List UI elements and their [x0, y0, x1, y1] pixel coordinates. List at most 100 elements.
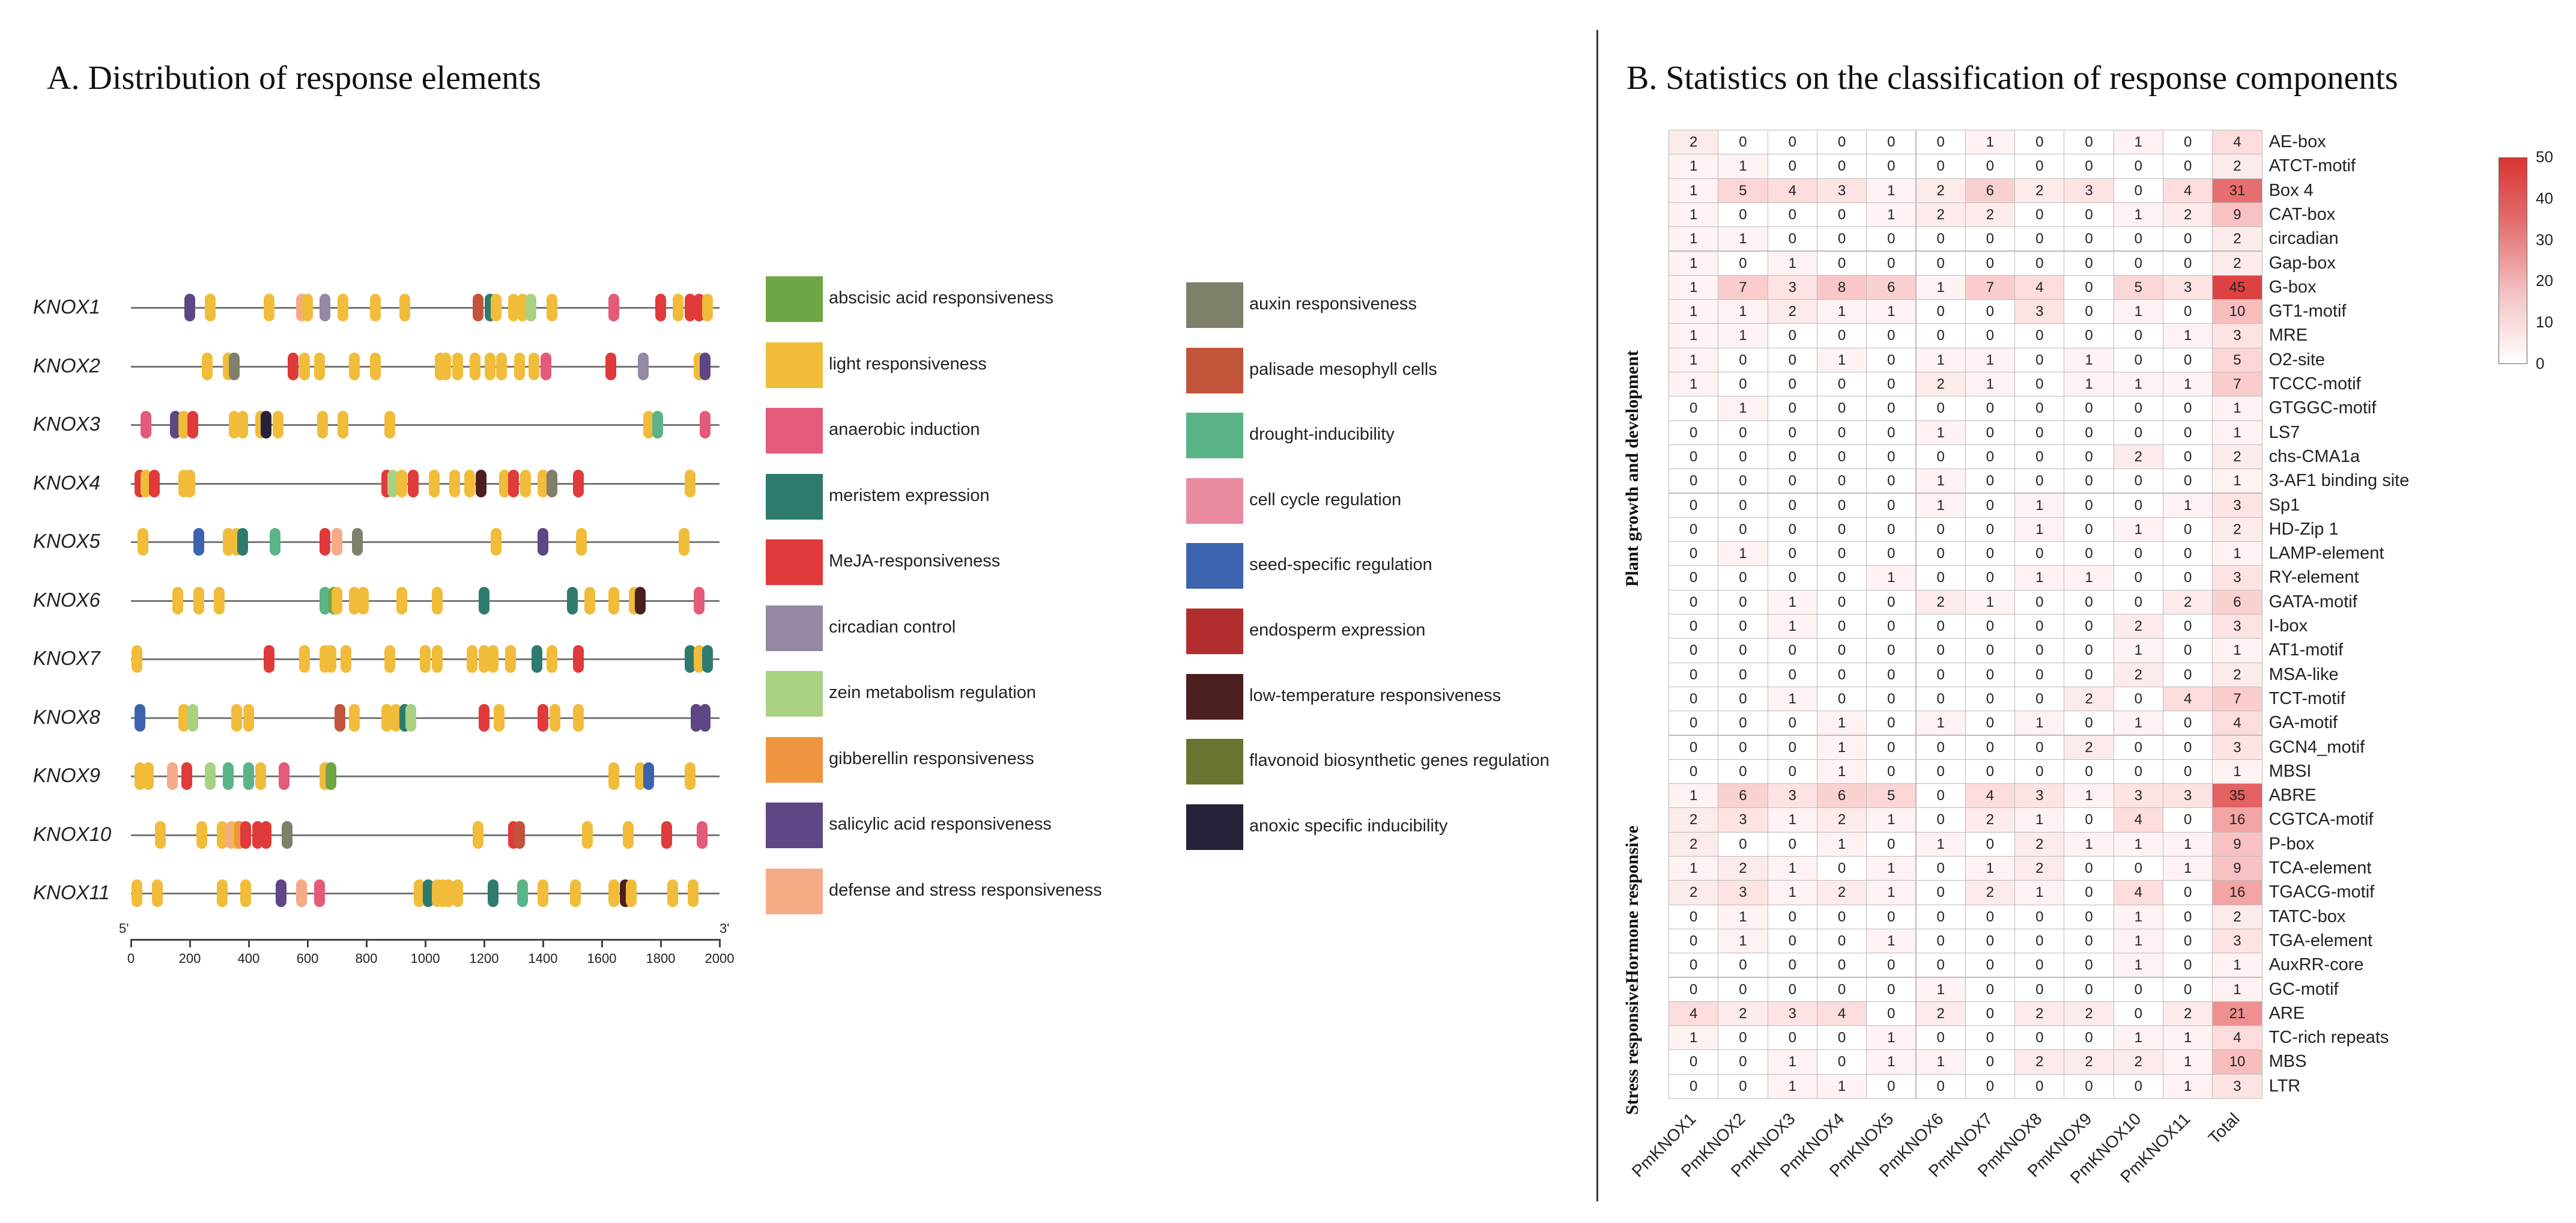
heatmap-cell: 6 — [1965, 178, 2016, 203]
colorbar-tick-label: 20 — [2536, 272, 2553, 290]
heatmap-cell: 1 — [2163, 831, 2213, 857]
heatmap-cell: 6 — [1816, 783, 1867, 809]
heatmap-cell: 1 — [1668, 299, 1719, 324]
element-light — [679, 528, 690, 556]
heatmap-cell: 0 — [2163, 638, 2213, 663]
heatmap-cell: 1 — [1816, 347, 1867, 372]
heatmap-cell: 0 — [1767, 469, 1817, 494]
axis-tick — [601, 939, 603, 947]
heatmap-cell: 0 — [1866, 154, 1917, 179]
heatmap-cell: 1 — [2212, 541, 2262, 566]
element-meristem — [487, 879, 499, 907]
heatmap-cell: 1 — [1668, 250, 1719, 276]
element-meja — [252, 821, 263, 849]
heatmap-cell: 0 — [1718, 1073, 1768, 1099]
heatmap-cell: 0 — [1767, 517, 1817, 542]
heatmap-cell: 0 — [2014, 541, 2065, 566]
heatmap-cell: 0 — [2163, 396, 2213, 421]
heatmap-cell: 2 — [2113, 444, 2163, 470]
element-light — [484, 352, 496, 380]
heatmap-cell: 3 — [1816, 178, 1867, 203]
heatmap-row-label: Gap-box — [2268, 253, 2336, 273]
heatmap-cell: 2 — [1668, 130, 1719, 155]
heatmap-cell: 0 — [1866, 686, 1917, 712]
heatmap-cell: 0 — [2113, 565, 2163, 590]
heatmap-cell: 7 — [2212, 372, 2262, 397]
heatmap-cell: 0 — [1816, 953, 1867, 978]
heatmap-cell: 0 — [2014, 250, 2065, 276]
heatmap-cell: 0 — [2014, 904, 2065, 929]
heatmap-cell: 9 — [2212, 831, 2262, 857]
element-light — [449, 469, 460, 497]
heatmap-cell: 6 — [2212, 589, 2262, 615]
element-light — [340, 645, 351, 673]
heatmap-cell: 1 — [1668, 226, 1719, 252]
element-anaerobic — [278, 762, 289, 790]
legend-label: light responsiveness — [829, 354, 987, 374]
element-meja — [240, 821, 252, 849]
heatmap-cell: 1 — [2113, 372, 2163, 397]
element-lowtemp — [634, 586, 646, 615]
heatmap-colorbar — [2499, 157, 2527, 364]
heatmap-row-label: GT1-motif — [2268, 302, 2347, 321]
heatmap-cell: 0 — [2113, 735, 2163, 760]
colorbar-tick-label: 0 — [2536, 354, 2545, 372]
heatmap-cell: 0 — [1816, 662, 1867, 687]
heatmap-cell: 1 — [2113, 202, 2163, 228]
heatmap-group-label: Stress responsive — [1622, 984, 1642, 1115]
heatmap-cell: 2 — [2163, 202, 2213, 228]
element-light — [231, 703, 243, 732]
heatmap-cell: 0 — [2064, 226, 2114, 252]
heatmap-cell: 0 — [1915, 250, 1966, 276]
heatmap-cell: 0 — [1965, 226, 2016, 252]
heatmap-cell: 1 — [1866, 202, 1917, 228]
element-meja — [149, 469, 160, 497]
heatmap-cell: 1 — [2113, 130, 2163, 155]
heatmap-cell: 0 — [1866, 977, 1917, 1002]
heatmap-row-label: TCA-element — [2268, 858, 2372, 878]
heatmap-cell: 1 — [2014, 880, 2065, 905]
heatmap-cell: 2 — [1915, 372, 1966, 397]
legend-label: defense and stress responsiveness — [829, 880, 1102, 900]
heatmap-cell: 0 — [2014, 154, 2065, 179]
element-anaerobic — [696, 821, 708, 849]
heatmap-cell: 0 — [1866, 831, 1917, 857]
element-meja — [408, 469, 419, 497]
heatmap-cell: 0 — [1816, 686, 1867, 712]
heatmap-cell: 0 — [1866, 226, 1917, 252]
element-meja — [538, 703, 548, 732]
element-light — [134, 762, 145, 790]
axis-tick-label: 200 — [178, 951, 201, 966]
heatmap-cell: 1 — [1866, 856, 1917, 881]
heatmap-cell: 0 — [2014, 202, 2065, 228]
heatmap-cell: 2 — [2212, 444, 2262, 470]
heatmap-cell: 0 — [2014, 759, 2065, 784]
heatmap-cell: 0 — [2064, 711, 2114, 736]
heatmap-cell: 1 — [2113, 299, 2163, 324]
element-light — [384, 411, 396, 439]
heatmap-cell: 0 — [2064, 299, 2114, 324]
legend-label: anaerobic induction — [829, 420, 980, 439]
heatmap-cell: 4 — [2163, 178, 2213, 203]
heatmap-cell: 1 — [2064, 565, 2114, 590]
axis-tick-label: 1200 — [469, 951, 499, 966]
heatmap-cell: 2 — [1718, 856, 1768, 881]
heatmap-cell: 0 — [2064, 130, 2114, 155]
gene-line — [131, 541, 720, 543]
heatmap-row-label: P-box — [2268, 834, 2315, 854]
heatmap-cell: 1 — [1965, 856, 2016, 881]
element-light — [490, 294, 502, 321]
heatmap-cell: 2 — [2113, 614, 2163, 639]
element-light — [193, 586, 204, 615]
heatmap-row-label: TCCC-motif — [2268, 374, 2361, 393]
element-anoxic — [261, 411, 272, 439]
element-meja — [685, 294, 696, 321]
heatmap-cell: 1 — [2113, 831, 2163, 857]
heatmap-row-label: ATCT-motif — [2268, 156, 2356, 176]
heatmap-cell: 0 — [1767, 759, 1817, 784]
heatmap-cell: 1 — [1668, 783, 1719, 809]
heatmap-cell: 0 — [1668, 662, 1719, 687]
heatmap-cell: 1 — [1668, 275, 1719, 300]
heatmap-cell: 0 — [1965, 662, 2016, 687]
heatmap-cell: 0 — [1718, 493, 1768, 518]
